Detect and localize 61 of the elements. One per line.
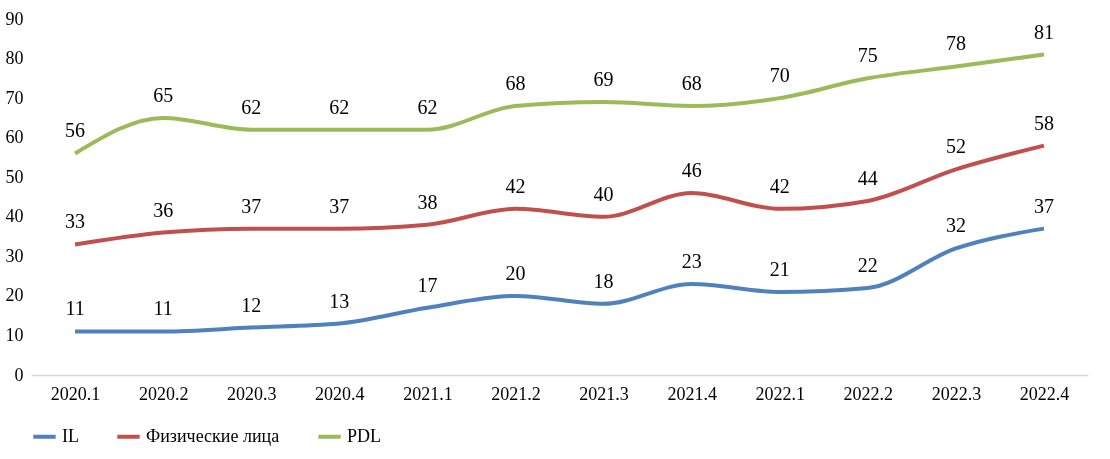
data-label: 11	[153, 297, 173, 320]
y-tick-label: 30	[5, 245, 24, 266]
data-label: 44	[857, 166, 878, 189]
data-label: 22	[857, 253, 878, 276]
x-tick-label: 2022.3	[931, 383, 982, 404]
y-tick-label: 20	[5, 285, 24, 306]
y-tick-label: 90	[5, 8, 24, 29]
data-label: 17	[417, 273, 438, 296]
data-label: 62	[417, 95, 438, 118]
x-tick-label: 2020.3	[226, 383, 277, 404]
data-label: 38	[417, 190, 438, 213]
data-label: 37	[329, 194, 350, 217]
x-tick-label: 2020.2	[138, 383, 189, 404]
legend-label: IL	[62, 425, 79, 446]
y-tick-label: 0	[14, 364, 24, 385]
y-tick-label: 60	[5, 127, 24, 148]
data-label: 20	[505, 261, 526, 284]
legend-label: PDL	[347, 425, 382, 446]
x-tick-label: 2021.1	[403, 383, 453, 404]
x-tick-label: 2021.2	[491, 383, 541, 404]
x-tick-label: 2021.4	[667, 383, 717, 404]
data-label: 13	[329, 289, 350, 312]
data-label: 46	[681, 159, 702, 182]
data-label: 81	[1033, 20, 1054, 43]
data-label: 62	[329, 95, 350, 118]
x-tick-label: 2022.1	[755, 383, 805, 404]
data-label: 37	[241, 194, 262, 217]
data-label: 36	[153, 198, 174, 221]
x-tick-label: 2022.4	[1019, 383, 1070, 404]
x-tick-label: 2020.1	[50, 383, 101, 404]
data-label: 52	[945, 135, 966, 158]
x-tick-label: 2020.4	[315, 383, 365, 404]
data-label: 68	[681, 72, 702, 95]
data-label: 23	[681, 250, 702, 273]
data-label: 78	[945, 32, 966, 55]
y-tick-label: 40	[5, 206, 24, 227]
x-tick-label: 2021.3	[579, 383, 629, 404]
data-label: 65	[153, 83, 174, 106]
data-label: 37	[1033, 194, 1054, 217]
data-label: 62	[241, 95, 262, 118]
data-label: 42	[505, 174, 526, 197]
data-label: 12	[241, 293, 262, 316]
data-label: 40	[593, 182, 614, 205]
data-label: 18	[593, 269, 614, 292]
y-tick-label: 70	[5, 87, 24, 108]
data-label: 56	[65, 119, 86, 142]
data-label: 58	[1033, 111, 1054, 134]
data-label: 32	[945, 214, 966, 237]
x-tick-label: 2022.2	[843, 383, 894, 404]
data-label: 68	[505, 72, 526, 95]
legend-label: Физические лица	[146, 425, 280, 446]
data-label: 42	[769, 174, 790, 197]
y-tick-label: 50	[5, 166, 24, 187]
y-tick-label: 10	[5, 324, 24, 345]
data-label: 75	[857, 44, 878, 67]
data-label: 69	[593, 68, 614, 91]
data-label: 11	[65, 297, 85, 320]
y-tick-label: 80	[5, 48, 24, 69]
data-label: 33	[65, 210, 86, 233]
data-label: 70	[769, 64, 790, 87]
data-label: 21	[769, 257, 790, 280]
